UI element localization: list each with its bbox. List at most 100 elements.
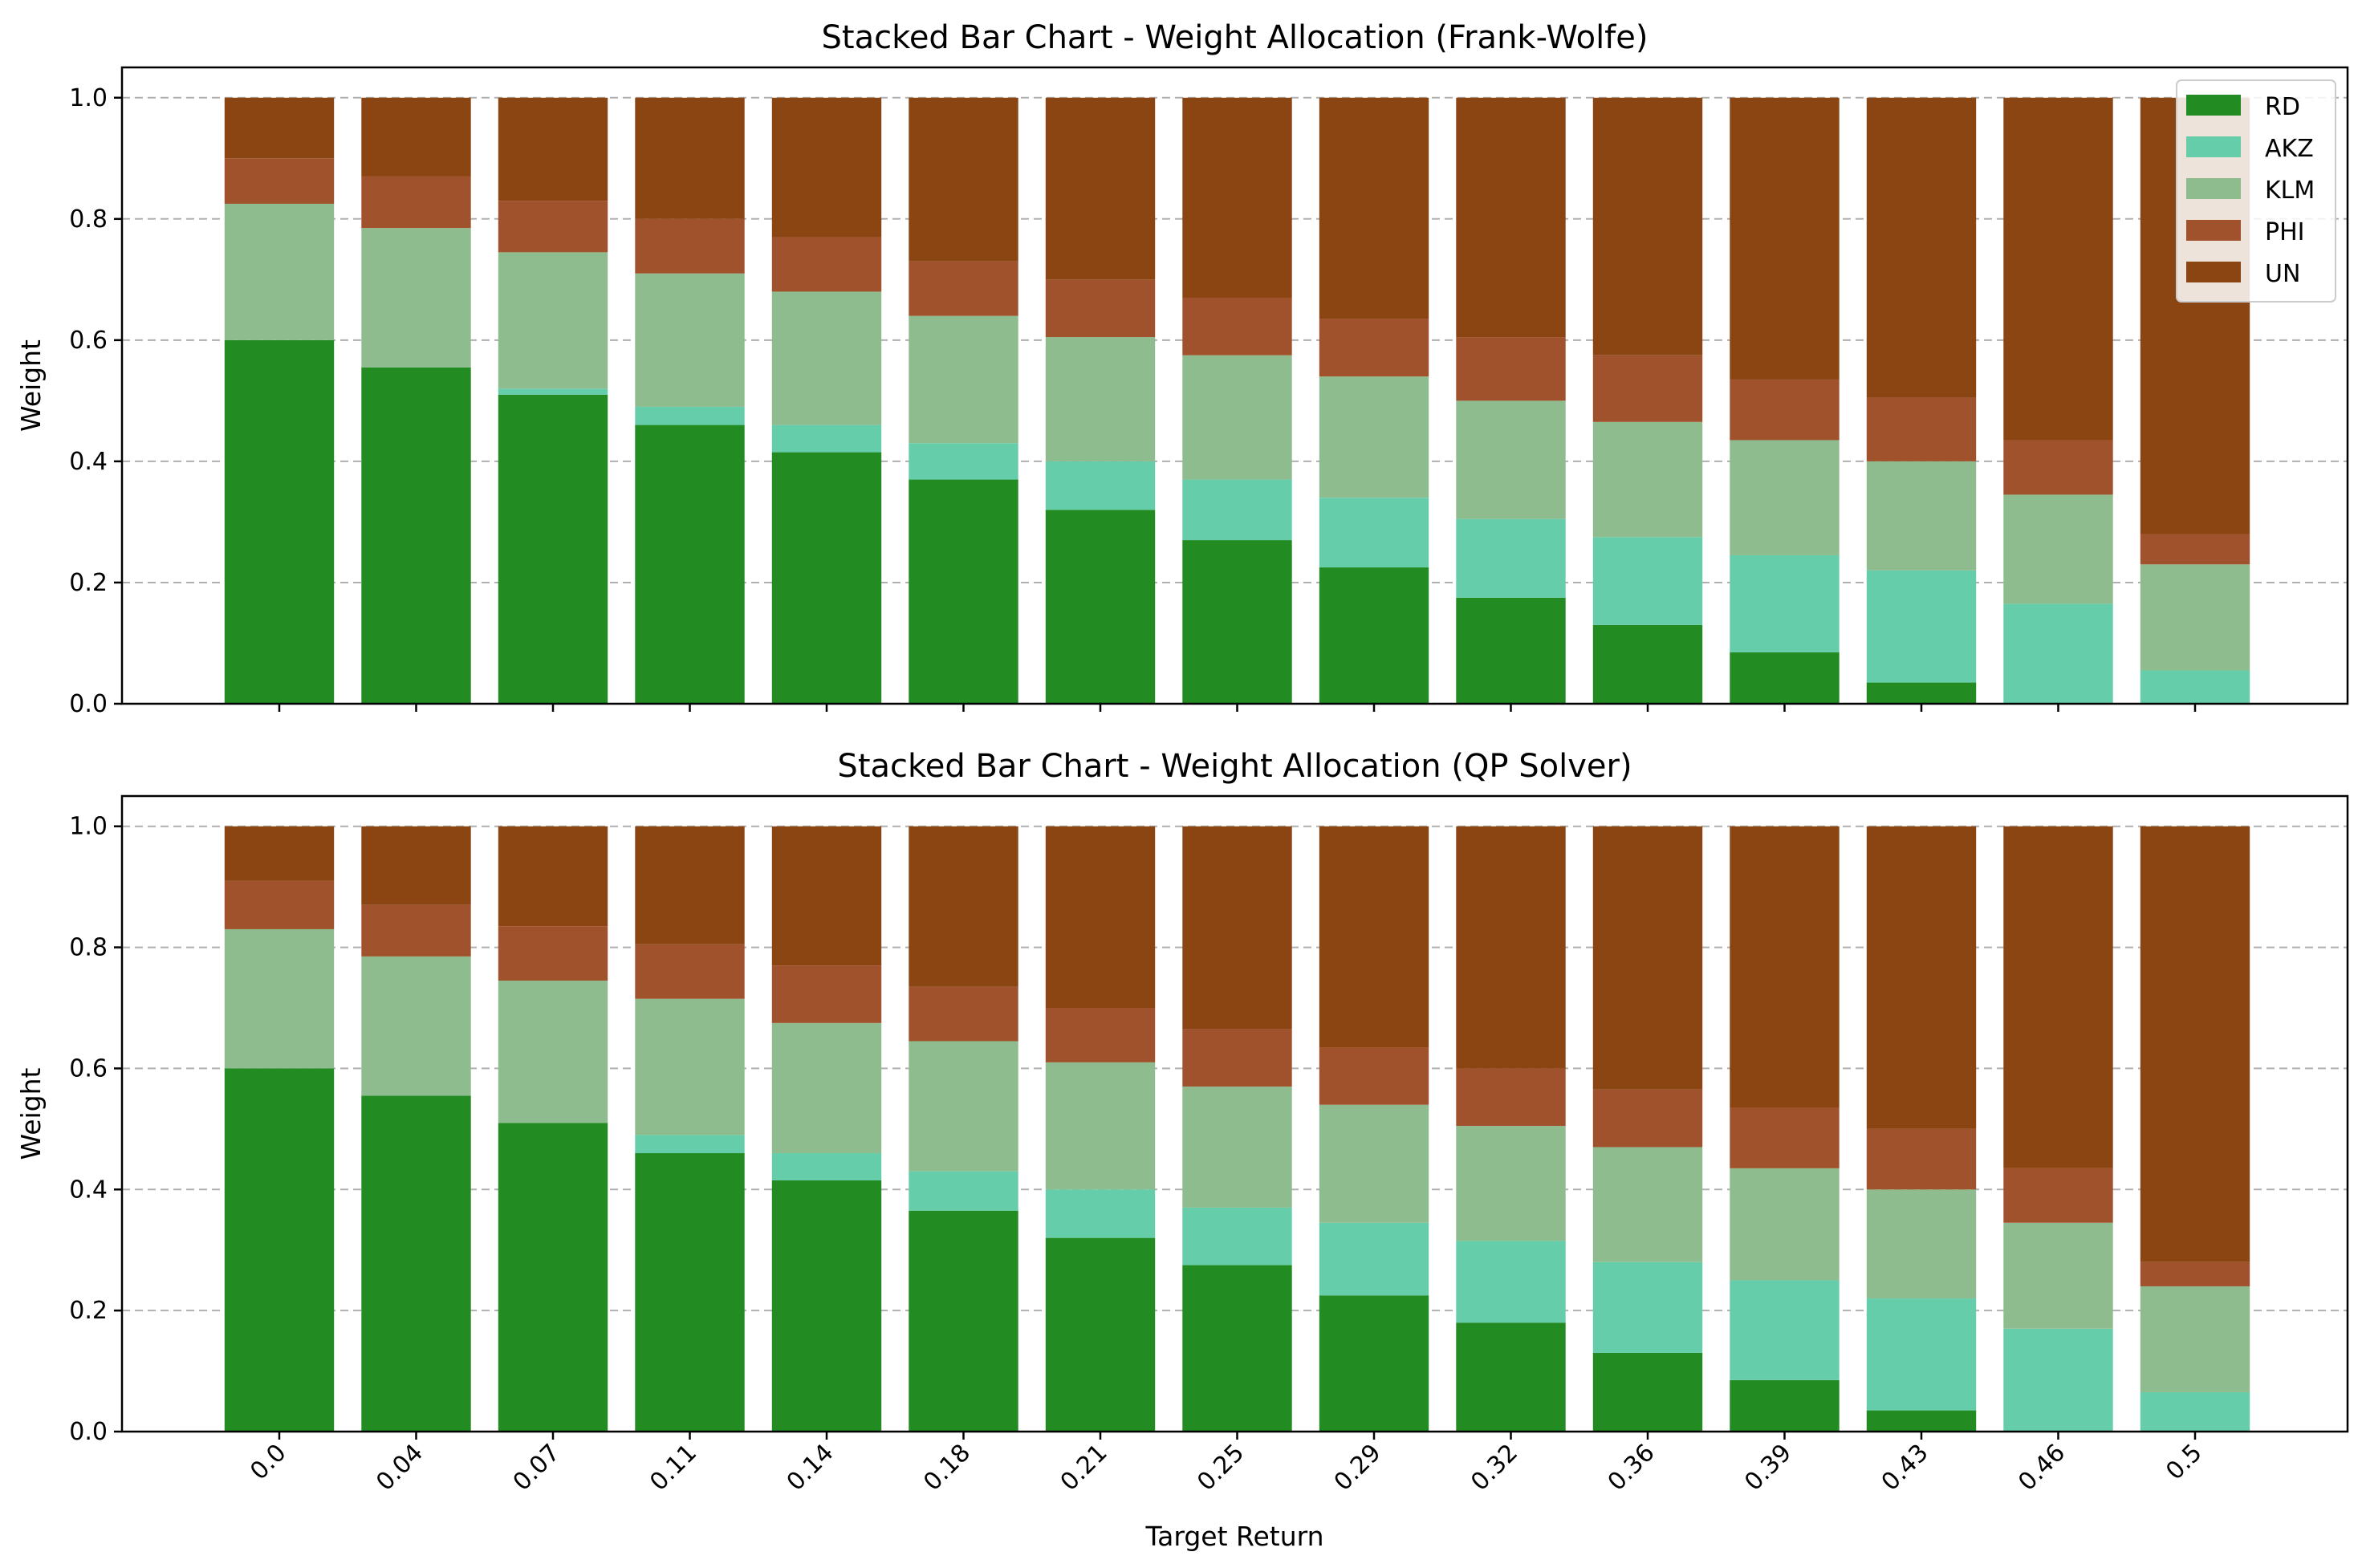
bar-un-0.29: [1319, 97, 1429, 319]
x-tick-label: 0.43: [1876, 1439, 1934, 1497]
bar-akz-0.32: [1456, 518, 1566, 598]
bar-un-0.25: [1182, 97, 1292, 298]
bar-rd-0.36: [1592, 1352, 1703, 1432]
bar-un-0.46: [2003, 97, 2113, 441]
y-tick-label: 0.0: [69, 1418, 108, 1446]
bar-phi-0.07: [498, 201, 608, 253]
bar-rd-0.39: [1730, 1379, 1840, 1432]
bar-akz-0.25: [1182, 1207, 1292, 1265]
legend-swatch-klm: [2186, 178, 2241, 199]
bar-phi-0.39: [1730, 379, 1840, 441]
bar-phi-0.5: [2140, 1261, 2250, 1286]
bar-klm-0.36: [1592, 421, 1703, 538]
bar-akz-0.18: [909, 1171, 1018, 1211]
bar-phi-0.32: [1456, 1068, 1566, 1127]
bar-un-0.25: [1182, 826, 1292, 1030]
bar-akz-0.46: [2003, 1328, 2113, 1432]
bar-un-0.21: [1045, 826, 1156, 1008]
y-tick-label: 0.8: [69, 205, 108, 234]
y-axis-label: Weight: [15, 339, 47, 432]
bar-phi-0.29: [1319, 1047, 1429, 1105]
bar-klm-0.29: [1319, 1104, 1429, 1223]
bar-phi-0.29: [1319, 319, 1429, 377]
bar-un-0.46: [2003, 826, 2113, 1168]
bar-un-0.18: [909, 97, 1018, 262]
x-tick-label: 0.39: [1739, 1439, 1797, 1497]
bar-un-0.36: [1592, 826, 1703, 1090]
legend-label-akz: AKZ: [2265, 135, 2314, 163]
bar-un-0.29: [1319, 826, 1429, 1048]
bar-akz-0.25: [1182, 479, 1292, 541]
bar-klm-0.07: [498, 252, 608, 389]
bar-phi-0.36: [1592, 355, 1703, 422]
bar-rd-0.11: [635, 424, 745, 704]
x-tick-label: 0.04: [371, 1439, 429, 1497]
bar-un-0.39: [1730, 826, 1840, 1108]
plot-frame: [120, 794, 2349, 1433]
y-tick-label: 0.2: [69, 1297, 108, 1325]
bar-klm-0.04: [361, 228, 471, 368]
bar-klm-0.18: [909, 1041, 1018, 1172]
bar-rd-0.21: [1045, 510, 1156, 704]
bar-akz-0.36: [1592, 537, 1703, 625]
x-tick-label: 0.18: [918, 1439, 976, 1497]
bar-phi-0.0: [224, 158, 335, 204]
bar-klm-0.25: [1182, 1087, 1292, 1208]
bar-rd-0.25: [1182, 540, 1292, 704]
bar-akz-0.39: [1730, 1280, 1840, 1380]
bar-akz-0.11: [635, 1135, 745, 1154]
bar-akz-0.29: [1319, 498, 1429, 568]
legend-swatch-rd: [2186, 95, 2241, 116]
bar-akz-0.32: [1456, 1241, 1566, 1323]
bar-phi-0.5: [2140, 534, 2250, 565]
bar-rd-0.18: [909, 479, 1018, 704]
bar-un-0.36: [1592, 97, 1703, 355]
bar-akz-0.21: [1045, 461, 1156, 510]
bar-klm-0.18: [909, 315, 1018, 444]
bar-rd-0.32: [1456, 597, 1566, 704]
bar-phi-0.43: [1866, 1128, 1977, 1190]
bar-klm-0.43: [1866, 461, 1977, 571]
bar-phi-0.46: [2003, 1168, 2113, 1223]
bar-phi-0.25: [1182, 1029, 1292, 1087]
bar-un-0.32: [1456, 97, 1566, 338]
bar-un-0.04: [361, 826, 471, 905]
bar-un-0.21: [1045, 97, 1156, 280]
bar-akz-0.5: [2140, 1391, 2250, 1432]
bar-klm-0.36: [1592, 1147, 1703, 1262]
bar-akz-0.07: [498, 388, 608, 395]
bar-klm-0.39: [1730, 440, 1840, 555]
chart-panel-2: Stacked Bar Chart - Weight Allocation (Q…: [15, 748, 2349, 1552]
bar-akz-0.39: [1730, 554, 1840, 652]
bar-un-0.18: [909, 826, 1018, 987]
bar-phi-0.04: [361, 904, 471, 957]
bar-phi-0.11: [635, 218, 745, 274]
y-tick-label: 0.6: [69, 1054, 108, 1083]
x-tick-label: 0.21: [1055, 1439, 1113, 1497]
chart-title: Stacked Bar Chart - Weight Allocation (F…: [822, 19, 1649, 56]
legend-box: [2176, 79, 2336, 303]
bar-un-0.04: [361, 97, 471, 177]
bar-rd-0.25: [1182, 1265, 1292, 1432]
x-tick-label: 0.25: [1192, 1439, 1250, 1497]
bar-rd-0.21: [1045, 1237, 1156, 1432]
bar-phi-0.04: [361, 176, 471, 229]
bar-akz-0.29: [1319, 1222, 1429, 1296]
bar-rd-0.04: [361, 1095, 471, 1432]
chart-title: Stacked Bar Chart - Weight Allocation (Q…: [837, 748, 1632, 785]
bar-un-0.11: [635, 97, 745, 219]
bar-rd-0.07: [498, 394, 608, 704]
bar-rd-0.18: [909, 1210, 1018, 1432]
bar-klm-0.5: [2140, 564, 2250, 671]
bar-rd-0.0: [224, 1068, 335, 1432]
bar-rd-0.29: [1319, 567, 1429, 704]
bar-akz-0.43: [1866, 1298, 1977, 1411]
bar-akz-0.14: [771, 424, 882, 453]
bar-phi-0.07: [498, 926, 608, 981]
bar-klm-0.46: [2003, 1222, 2113, 1329]
bar-un-0.39: [1730, 97, 1840, 380]
y-tick-label: 0.2: [69, 569, 108, 597]
x-tick-label: 0.29: [1329, 1439, 1387, 1497]
legend-label-un: UN: [2265, 260, 2300, 288]
